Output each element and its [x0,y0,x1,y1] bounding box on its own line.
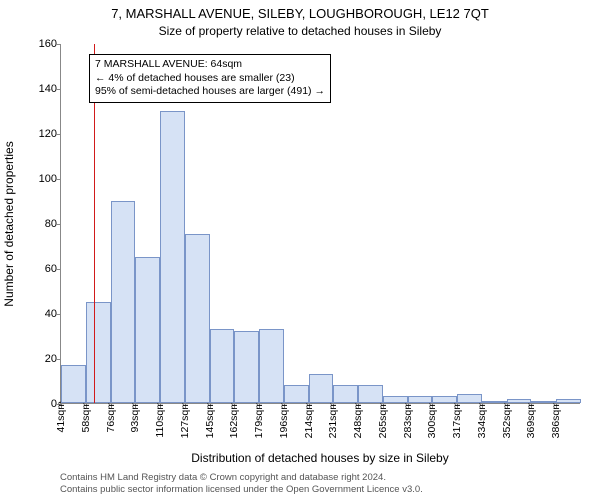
histogram-bar [210,329,235,403]
histogram-bar [185,234,210,403]
y-tick-mark [56,179,61,180]
y-tick-mark [56,359,61,360]
x-tick-label: 196sqm [278,401,290,438]
histogram-bar [457,394,482,403]
footer-line-1: Contains HM Land Registry data © Crown c… [60,472,580,484]
x-tick-label: 248sqm [352,401,364,438]
histogram-bar [86,302,111,403]
x-axis-label: Distribution of detached houses by size … [60,451,580,465]
histogram-bar [259,329,284,403]
x-tick-label: 214sqm [303,401,315,438]
histogram-bar [383,396,408,403]
x-tick-label: 179sqm [253,401,265,438]
y-tick-label: 20 [21,353,57,365]
x-tick-label: 76sqm [105,401,117,433]
histogram-bar [531,401,556,403]
y-tick-label: 80 [21,218,57,230]
annotation-box: 7 MARSHALL AVENUE: 64sqm← 4% of detached… [89,54,331,103]
annotation-line: 95% of semi-detached houses are larger (… [95,85,325,99]
x-tick-label: 352sqm [501,401,513,438]
y-tick-label: 40 [21,308,57,320]
y-tick-label: 140 [21,83,57,95]
histogram-bar [408,396,433,403]
y-tick-label: 100 [21,173,57,185]
histogram-bar [234,331,259,403]
y-tick-mark [56,44,61,45]
y-tick-label: 120 [21,128,57,140]
plot-area: 02040608010012014016041sqm58sqm76sqm93sq… [60,44,580,404]
x-tick-label: 369sqm [525,401,537,438]
histogram-bar [284,385,309,403]
chart-container: 7, MARSHALL AVENUE, SILEBY, LOUGHBOROUGH… [0,0,600,500]
x-tick-label: 300sqm [426,401,438,438]
y-tick-mark [56,269,61,270]
histogram-bar [333,385,358,403]
y-tick-mark [56,134,61,135]
histogram-bar [61,365,86,403]
histogram-bar [556,399,581,404]
histogram-bar [432,396,457,403]
footer-line-2: Contains public sector information licen… [60,484,580,496]
histogram-bar [358,385,383,403]
y-axis-label: Number of detached properties [2,44,22,404]
x-tick-label: 145sqm [204,401,216,438]
y-tick-mark [56,314,61,315]
histogram-bar [309,374,334,403]
annotation-line: 7 MARSHALL AVENUE: 64sqm [95,58,325,72]
y-tick-label: 60 [21,263,57,275]
x-tick-label: 317sqm [451,401,463,438]
x-tick-label: 41sqm [55,401,67,433]
histogram-bar [135,257,160,403]
x-tick-label: 386sqm [550,401,562,438]
attribution-footer: Contains HM Land Registry data © Crown c… [60,472,580,496]
y-tick-mark [56,89,61,90]
chart-title-main: 7, MARSHALL AVENUE, SILEBY, LOUGHBOROUGH… [0,6,600,21]
x-tick-label: 110sqm [154,401,166,438]
x-tick-label: 58sqm [80,401,92,433]
x-tick-label: 334sqm [476,401,488,438]
x-tick-label: 283sqm [402,401,414,438]
x-tick-label: 127sqm [179,401,191,438]
y-tick-label: 0 [21,398,57,410]
histogram-bar [482,401,507,403]
y-tick-mark [56,224,61,225]
x-tick-label: 265sqm [377,401,389,438]
annotation-line: ← 4% of detached houses are smaller (23) [95,72,325,86]
x-tick-label: 162sqm [228,401,240,438]
x-tick-label: 231sqm [327,401,339,438]
y-tick-label: 160 [21,38,57,50]
histogram-bar [160,111,185,404]
histogram-bar [507,399,532,404]
histogram-bar [111,201,136,404]
chart-title-sub: Size of property relative to detached ho… [0,24,600,38]
x-tick-label: 93sqm [129,401,141,433]
